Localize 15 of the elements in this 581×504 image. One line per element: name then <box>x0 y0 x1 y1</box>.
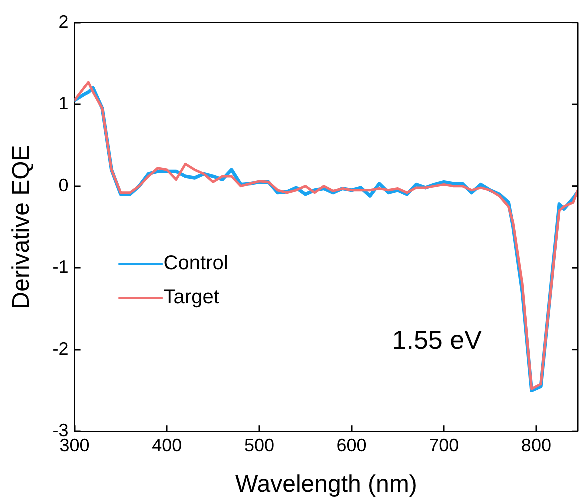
x-tick-label: 700 <box>429 435 460 456</box>
annotation: 1.55 eV <box>392 324 483 355</box>
y-tick-label: 1 <box>58 94 69 114</box>
y-tick-label: 2 <box>58 12 69 32</box>
y-tick-label: -2 <box>52 338 69 359</box>
y-axis-title: Derivative EQE <box>8 145 36 310</box>
x-tick-label: 600 <box>336 435 367 456</box>
x-tick-label: 400 <box>152 435 182 456</box>
legend-label: Control <box>164 252 228 275</box>
y-tick-label: -1 <box>52 257 69 278</box>
x-tick-label: 500 <box>244 435 274 456</box>
x-axis-title: Wavelength (nm) <box>235 471 418 498</box>
legend-label: Target <box>164 286 220 309</box>
y-tick-label: 0 <box>58 175 69 196</box>
x-tick-label: 800 <box>521 435 552 456</box>
